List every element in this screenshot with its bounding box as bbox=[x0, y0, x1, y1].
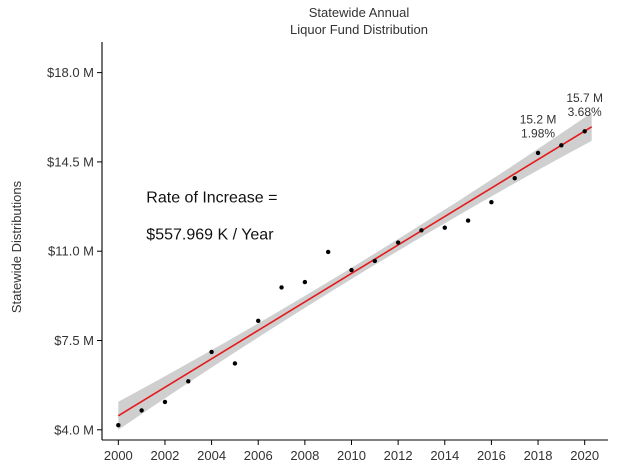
data-point-2009 bbox=[325, 249, 331, 255]
data-point-2002 bbox=[162, 399, 168, 405]
x-tick-label: 2018 bbox=[524, 448, 553, 463]
data-point-2007 bbox=[279, 285, 284, 290]
point-label-value: 15.2 M bbox=[520, 113, 557, 127]
data-point-2000 bbox=[116, 423, 121, 428]
data-point-2015 bbox=[465, 218, 471, 223]
data-point-2016 bbox=[489, 200, 494, 205]
data-point-2011 bbox=[372, 258, 378, 264]
trend-line bbox=[117, 126, 593, 417]
point-label-value: 15.7 M bbox=[566, 91, 603, 105]
y-axis-label: Statewide Distributions bbox=[9, 180, 24, 313]
data-point-2008 bbox=[302, 279, 308, 285]
y-tick-label: $4.0 M bbox=[54, 422, 94, 437]
data-point-2005 bbox=[232, 361, 238, 366]
rate-annotation-line-1: Rate of Increase = bbox=[146, 190, 277, 207]
chart-title-line-2: Liquor Fund Distribution bbox=[290, 22, 428, 37]
x-tick-label: 2014 bbox=[430, 448, 459, 463]
x-tick-label: 2002 bbox=[150, 448, 179, 463]
data-point-2001 bbox=[139, 408, 144, 413]
point-label-percent: 1.98% bbox=[521, 127, 555, 141]
data-point-2006 bbox=[256, 318, 261, 324]
data-point-2003 bbox=[186, 379, 191, 384]
x-tick-label: 2000 bbox=[104, 448, 133, 463]
x-tick-label: 2020 bbox=[570, 448, 599, 463]
data-point-2014 bbox=[442, 225, 447, 230]
x-tick-label: 2008 bbox=[290, 448, 319, 463]
y-tick-label: $7.5 M bbox=[54, 333, 94, 348]
rate-annotation-line-2: $557.969 K / Year bbox=[146, 227, 274, 244]
y-tick-label: $14.5 M bbox=[47, 154, 94, 169]
point-label-percent: 3.68% bbox=[568, 105, 602, 119]
data-point-2004 bbox=[209, 349, 214, 355]
chart-title-line-1: Statewide Annual bbox=[309, 5, 410, 20]
data-point-2010 bbox=[349, 267, 354, 273]
data-point-2018 bbox=[535, 150, 541, 156]
x-tick-label: 2016 bbox=[477, 448, 506, 463]
data-point-2020 bbox=[582, 129, 587, 134]
plot-area: $4.0 M $7.5 M $11.0 M $14.5 M $18.0 M 2000 200… bbox=[47, 42, 608, 463]
y-tick-label: $11.0 M bbox=[48, 244, 94, 259]
x-tick-label: 2004 bbox=[197, 448, 226, 463]
data-point-2017 bbox=[512, 176, 517, 181]
x-tick-label: 2012 bbox=[384, 448, 413, 463]
data-point-2012 bbox=[395, 240, 401, 245]
data-point-2013 bbox=[419, 228, 424, 233]
data-point-2019 bbox=[559, 143, 564, 148]
x-tick-label: 2006 bbox=[244, 448, 273, 463]
x-tick-label: 2010 bbox=[337, 448, 366, 463]
y-tick-label: $18.0 M bbox=[47, 65, 94, 80]
